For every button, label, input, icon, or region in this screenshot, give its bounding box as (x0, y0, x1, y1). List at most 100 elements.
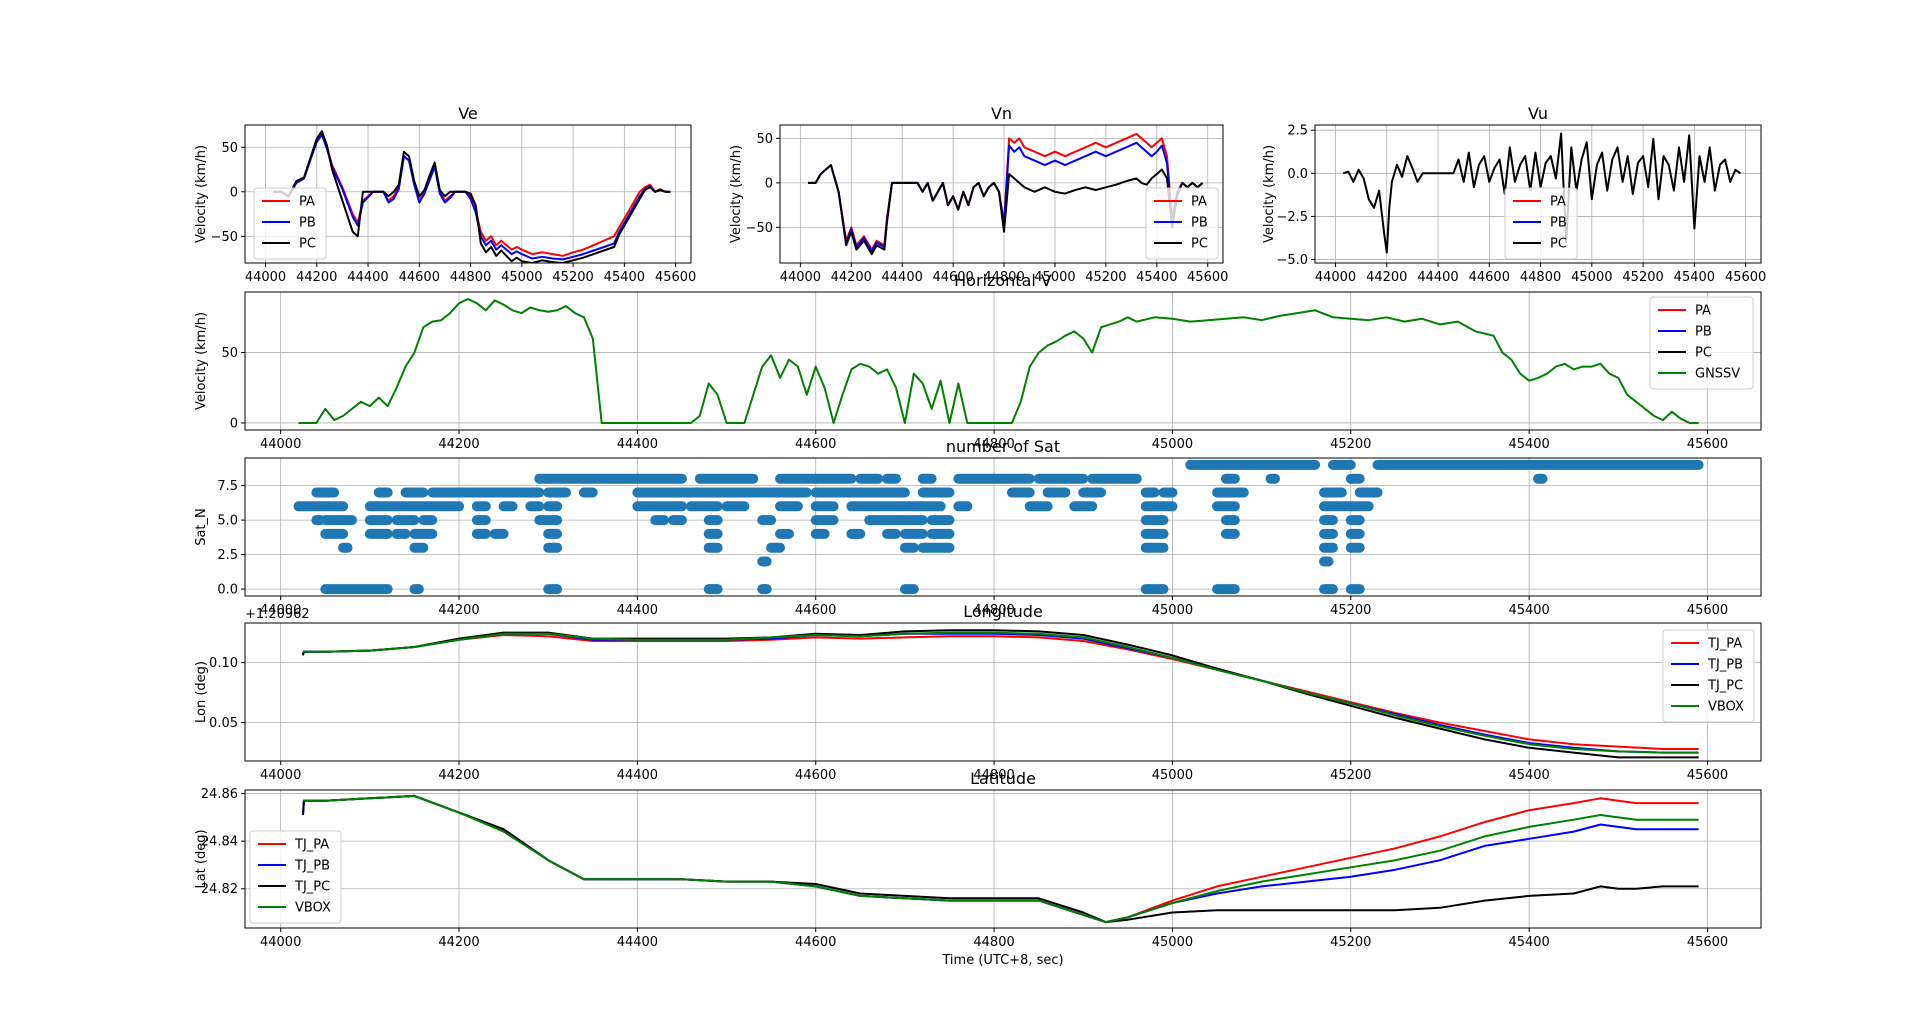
y-tick-label: 5.0 (217, 514, 238, 529)
y-tick-label: 50 (756, 132, 773, 147)
legend: PA PB PC (1504, 187, 1578, 260)
y-axis-label: Velocity (km/h) (194, 312, 209, 410)
x-tick-label: 45600 (1187, 270, 1228, 285)
legend-label: PC (299, 237, 316, 252)
legend-label: TJ_PB (294, 859, 330, 874)
x-tick-label: 44600 (795, 935, 836, 950)
x-axis-label: Time (UTC+8, sec) (941, 953, 1063, 968)
x-tick-label: 44600 (795, 603, 836, 618)
series-line-tj_pb (302, 794, 1699, 924)
x-tick-label: 45200 (1330, 935, 1371, 950)
legend-label: GNSSV (1695, 367, 1740, 382)
x-tick-label: 45200 (1330, 603, 1371, 618)
x-tick-label: 44400 (617, 603, 658, 618)
legend-label: VBOX (1708, 700, 1744, 715)
x-tick-label: 44800 (983, 270, 1024, 285)
legend-label: TJ_PB (1707, 658, 1743, 673)
y-tick-label: −5.0 (1276, 253, 1308, 268)
y-tick-label: 0 (230, 416, 238, 431)
y-tick-label: 0.05 (209, 716, 238, 731)
y-tick-label: 24.86 (201, 787, 238, 802)
axes-frame (1314, 124, 1762, 264)
x-tick-label: 44200 (296, 270, 337, 285)
legend-box (249, 830, 342, 924)
legend: TJ_PA TJ_PB TJ_PC VBOX (1662, 629, 1755, 723)
panel-title: Ve (458, 104, 478, 123)
series-line-pc (808, 164, 1204, 256)
x-tick-label: 44800 (973, 768, 1014, 783)
legend-label: TJ_PA (1707, 637, 1742, 652)
x-tick-label: 44600 (795, 437, 836, 452)
x-tick-label: 45000 (1152, 935, 1193, 950)
panel-title: number of Sat (946, 437, 1060, 456)
legend-box (1662, 629, 1755, 723)
series-line-gnssv (298, 298, 1699, 424)
x-tick-label: 45600 (1687, 437, 1728, 452)
legend-label: PA (1191, 195, 1207, 210)
x-tick-label: 44400 (617, 935, 658, 950)
axes-frame (779, 124, 1224, 264)
y-tick-label: 0 (230, 185, 238, 200)
legend-label: PB (299, 216, 316, 231)
axes-frame (244, 789, 1762, 929)
x-tick-label: 44200 (438, 603, 479, 618)
panel-number-of-sat: 44000 44200 44400 44600 44800 45000 45200 45400… (194, 437, 1762, 618)
legend-label: VBOX (295, 901, 331, 916)
plot-area (1342, 132, 1742, 254)
y-axis-label: Sat_N (194, 508, 209, 546)
panel-title: Longitude (963, 602, 1043, 621)
panel-latitude: 44000 44200 44400 44600 44800 45000 45200 45400… (194, 769, 1762, 968)
y-axis-label: Lat (deg) (194, 829, 209, 888)
panel-longitude: 44000 44200 44400 44600 44800 45000 45200 45400… (194, 602, 1762, 783)
x-tick-label: 44400 (347, 270, 388, 285)
series-line-pc (1342, 132, 1742, 254)
plot-area (302, 629, 1699, 759)
legend-box (1145, 187, 1219, 260)
x-tick-label: 44400 (882, 270, 923, 285)
y-tick-label: 2.5 (1287, 124, 1308, 139)
x-tick-label: 45400 (1136, 270, 1177, 285)
x-tick-label: 45000 (1152, 768, 1193, 783)
y-tick-label: 50 (221, 141, 238, 156)
panel-title: Horizontal V (954, 271, 1052, 290)
legend-label: PB (1695, 325, 1712, 340)
plot-area (293, 459, 1704, 595)
x-tick-label: 45200 (1330, 768, 1371, 783)
y-axis-label: Lon (deg) (194, 661, 209, 723)
axes-frame (244, 622, 1762, 762)
y-tick-label: −50 (211, 230, 238, 245)
x-tick-label: 44000 (260, 768, 301, 783)
x-tick-label: 44400 (617, 768, 658, 783)
y-tick-label: 24.84 (201, 835, 238, 850)
panel-vu: 44000 44200 44400 44600 44800 45000 45200 45400… (1262, 104, 1766, 285)
y-tick-label: −50 (746, 221, 773, 236)
legend-label: PA (1550, 195, 1566, 210)
series-line-tj_pa (302, 634, 1699, 750)
x-tick-label: 44200 (438, 437, 479, 452)
x-tick-label: 44800 (973, 935, 1014, 950)
panel-vn: 44000 44200 44400 44600 44800 45000 45200 45400… (729, 104, 1228, 285)
legend-label: PC (1550, 237, 1567, 252)
x-tick-label: 44200 (438, 935, 479, 950)
axes-frame (244, 291, 1762, 431)
series-line-pc (273, 130, 671, 263)
legend-label: PB (1191, 216, 1208, 231)
x-tick-label: 44400 (617, 437, 658, 452)
panel-title: Vn (991, 104, 1012, 123)
x-tick-label: 45400 (1508, 935, 1549, 950)
plot-area (808, 132, 1204, 256)
y-tick-label: −2.5 (1276, 210, 1308, 225)
legend-label: PA (299, 195, 315, 210)
panel-horizontal-v: 44000 44200 44400 44600 44800 45000 45200 45400… (194, 271, 1762, 452)
legend: PA PB PC (1145, 187, 1219, 260)
legend-label: PA (1695, 304, 1711, 319)
axis-offset-label: +1.20962 (245, 607, 310, 622)
x-tick-label: 45200 (1622, 270, 1663, 285)
x-tick-label: 45400 (1508, 768, 1549, 783)
plot-area (302, 794, 1699, 924)
panel-title: Latitude (970, 769, 1036, 788)
x-tick-label: 45600 (1687, 935, 1728, 950)
y-tick-label: 0 (765, 176, 773, 191)
legend-box (253, 187, 327, 260)
